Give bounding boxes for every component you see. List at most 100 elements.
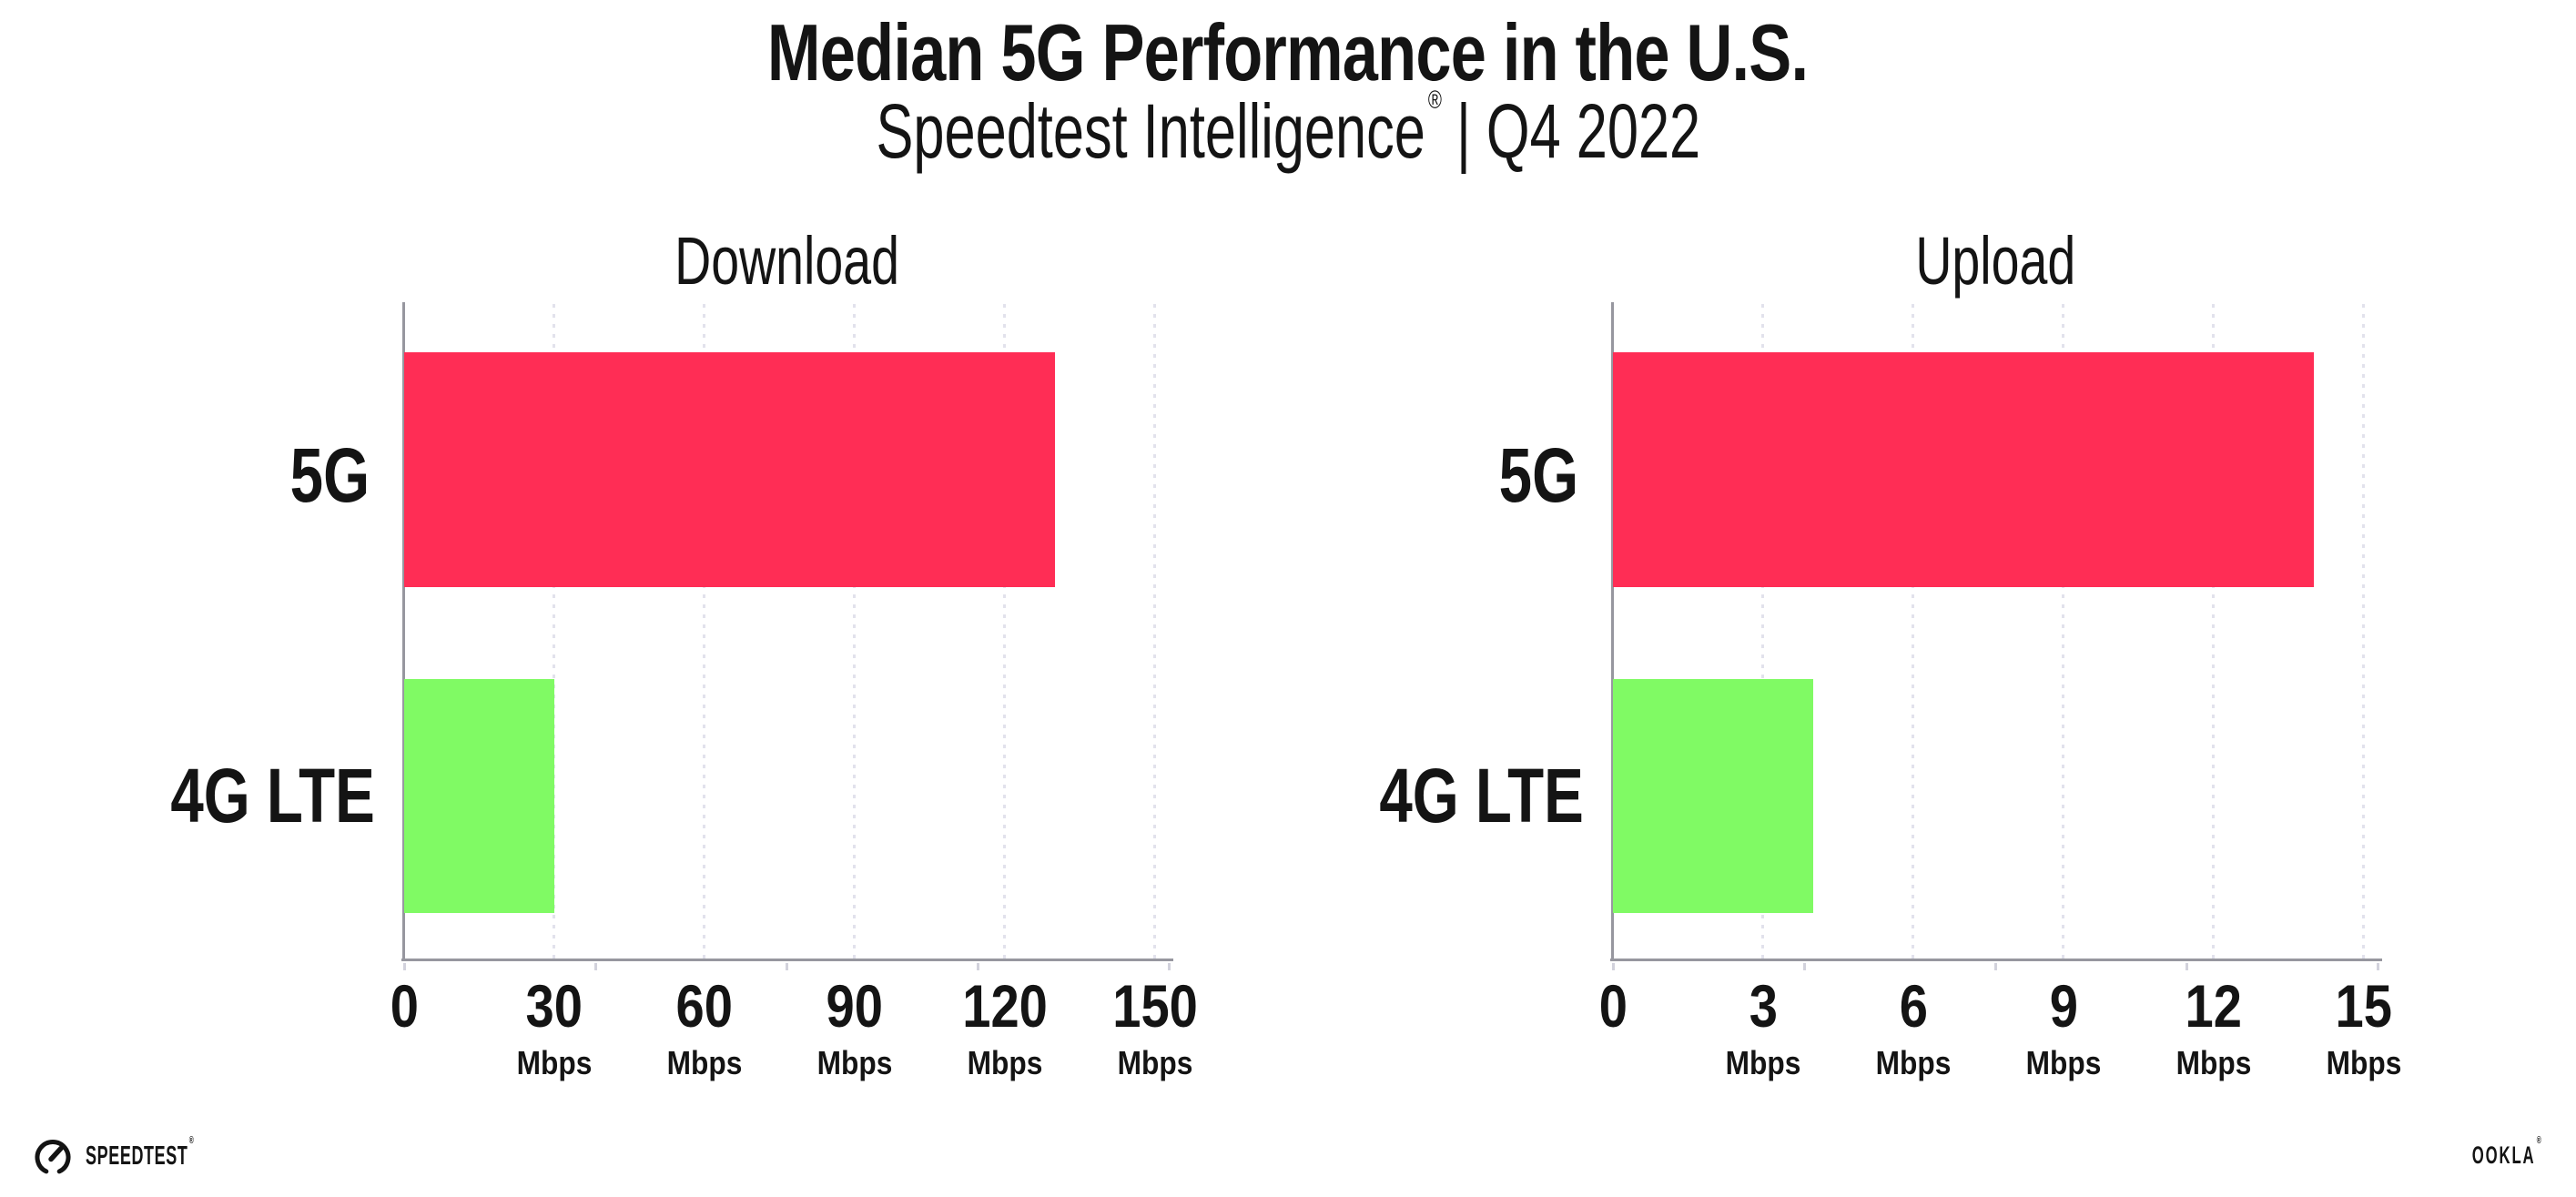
minor-tick	[1803, 963, 1806, 970]
axis-tick-unit-text: Mbps	[666, 1044, 743, 1081]
axis-tick-value-text: 120	[962, 972, 1048, 1040]
axis-tick-unit-text: Mbps	[2175, 1044, 2252, 1081]
axis-tick-unit-text: Mbps	[816, 1044, 893, 1081]
axis-tick-value-text: 150	[1112, 972, 1198, 1040]
minor-tick	[1612, 963, 1615, 970]
axis-tick-value: 60	[630, 976, 779, 1036]
axis-tick-unit-text: Mbps	[1117, 1044, 1193, 1081]
axis-tick-value: 6	[1839, 976, 1988, 1036]
axis-tick-unit: Mbps	[630, 1047, 779, 1080]
bar-5g	[404, 352, 1055, 587]
y-axis-line	[1611, 302, 1614, 961]
x-axis-tick: 30 Mbps	[480, 976, 629, 1080]
x-axis-tick: 90 Mbps	[780, 976, 929, 1080]
axis-tick-value-text: 0	[1598, 972, 1628, 1040]
x-axis-tick: 0	[330, 976, 479, 1036]
category-label-text: 4G LTE	[170, 753, 375, 838]
axis-tick-value-text: 15	[2335, 972, 2393, 1040]
bar-5g	[1613, 352, 2314, 587]
gridline	[1153, 304, 1156, 959]
category-label-text: 5G	[1498, 432, 1578, 518]
category-label-4g-lte: 4G LTE	[1322, 757, 1583, 834]
download-chart: Download 0 30 Mbps 60 Mbps 90 Mbps 120 Mbps 150 Mb…	[170, 218, 1197, 1080]
bar-4g-lte	[404, 679, 554, 913]
x-axis-tick: 150 Mbps	[1080, 976, 1230, 1080]
download-chart-title-text: Download	[674, 223, 899, 299]
axis-tick-unit-text: Mbps	[1875, 1044, 1952, 1081]
axis-tick-value: 3	[1689, 976, 1838, 1036]
gauge-icon	[35, 1140, 71, 1174]
axis-tick-unit: Mbps	[1989, 1047, 2138, 1080]
x-axis-line	[1610, 959, 2382, 961]
axis-tick-value: 30	[480, 976, 629, 1036]
x-axis-tick: 6 Mbps	[1839, 976, 1988, 1080]
axis-tick-value-text: 12	[2185, 972, 2243, 1040]
axis-tick-unit: Mbps	[1839, 1047, 1988, 1080]
axis-tick-unit: Mbps	[780, 1047, 929, 1080]
ookla-logo: OOKLA®	[2429, 1135, 2543, 1170]
x-axis-tick: 9 Mbps	[1989, 976, 2138, 1080]
axis-tick-value-text: 6	[1899, 972, 1928, 1040]
axis-tick-unit-text: Mbps	[2025, 1044, 2102, 1081]
speedtest-logo: SPEEDTEST®	[31, 1131, 261, 1182]
upload-chart-title-text: Upload	[1915, 223, 2076, 299]
axis-tick-value-text: 90	[826, 972, 884, 1040]
download-chart-title: Download	[404, 228, 1170, 295]
registered-mark-icon: ®	[188, 1134, 195, 1146]
page-subtitle-text: Speedtest Intelligence ® | Q4 2022	[876, 87, 1700, 170]
gridline	[553, 304, 555, 959]
x-axis-tick: 60 Mbps	[630, 976, 779, 1080]
x-axis-tick: 120 Mbps	[930, 976, 1080, 1080]
page-title-text: Median 5G Performance in the U.S.	[767, 7, 1809, 97]
x-axis-tick: 15 Mbps	[2289, 976, 2439, 1080]
x-axis-tick: 12 Mbps	[2139, 976, 2288, 1080]
upload-x-axis-labels: 0 3 Mbps 6 Mbps 9 Mbps 12 Mbps 15 Mbps	[1598, 976, 2401, 1103]
x-axis-tick: 0	[1538, 976, 1688, 1036]
category-label-5g: 5G	[1322, 437, 1578, 513]
y-axis-line	[402, 302, 405, 961]
axis-tick-unit-text: Mbps	[1725, 1044, 1801, 1081]
bar-4g-lte	[1613, 679, 1813, 913]
axis-tick-value: 0	[330, 976, 479, 1036]
registered-mark-icon: ®	[1427, 86, 1442, 114]
axis-tick-unit: Mbps	[1689, 1047, 1838, 1080]
axis-tick-unit: Mbps	[480, 1047, 629, 1080]
category-label-4g-lte: 4G LTE	[113, 757, 374, 834]
axis-tick-value-text: 9	[2049, 972, 2078, 1040]
axis-tick-value: 15	[2289, 976, 2439, 1036]
x-axis-line	[401, 959, 1173, 961]
upload-chart-title: Upload	[1613, 228, 2378, 295]
page-title: Median 5G Performance in the U.S.	[0, 13, 2576, 93]
gridline	[853, 304, 856, 959]
x-axis-tick: 3 Mbps	[1689, 976, 1838, 1080]
axis-tick-value-text: 3	[1749, 972, 1778, 1040]
gridline	[2212, 304, 2215, 959]
axis-tick-value-text: 60	[675, 972, 734, 1040]
minor-tick	[1994, 963, 1997, 970]
axis-tick-value-text: 0	[390, 972, 419, 1040]
gridline	[2062, 304, 2064, 959]
axis-tick-value: 9	[1989, 976, 2138, 1036]
gridline	[1761, 304, 1764, 959]
axis-tick-unit: Mbps	[2139, 1047, 2288, 1080]
minor-tick	[2186, 963, 2188, 970]
axis-tick-value-text: 30	[525, 972, 583, 1040]
download-x-axis-labels: 0 30 Mbps 60 Mbps 90 Mbps 120 Mbps 150 Mbps	[390, 976, 1197, 1103]
gridline	[703, 304, 705, 959]
minor-tick	[2377, 963, 2379, 970]
upload-plot-area	[1610, 302, 2382, 970]
category-label-text: 4G LTE	[1379, 753, 1584, 838]
speedtest-wordmark-text: SPEEDTEST	[86, 1141, 188, 1171]
minor-tick	[977, 963, 979, 970]
upload-chart: Upload 0 3 Mbps 6 Mbps 9 Mbps 12 Mbps 15 Mbps 5G 4G…	[1379, 218, 2401, 1080]
axis-tick-value: 12	[2139, 976, 2288, 1036]
axis-tick-unit: Mbps	[930, 1047, 1080, 1080]
axis-tick-value: 90	[780, 976, 929, 1036]
download-plot-area	[401, 302, 1173, 970]
subtitle-brand: Speedtest Intelligence	[876, 88, 1425, 174]
page-subtitle: Speedtest Intelligence ® | Q4 2022	[0, 87, 2576, 170]
axis-tick-unit-text: Mbps	[516, 1044, 593, 1081]
minor-tick	[403, 963, 406, 970]
gridline	[1003, 304, 1006, 959]
